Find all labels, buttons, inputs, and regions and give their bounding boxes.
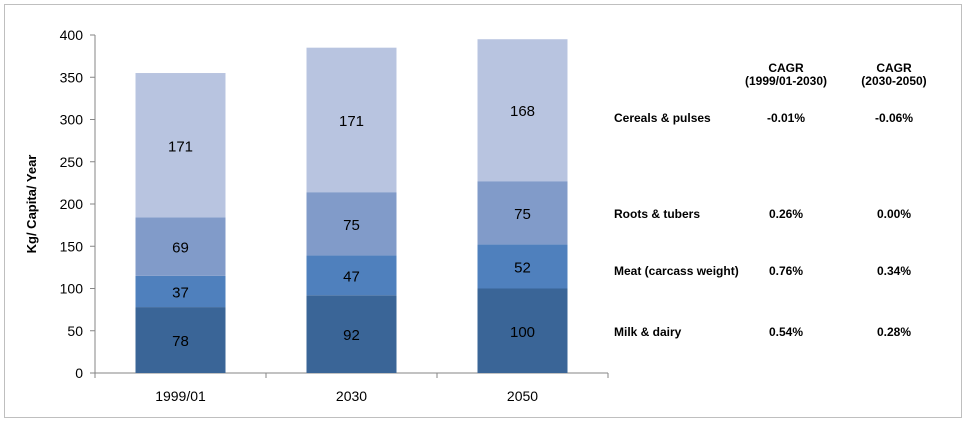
cagr-value-2: 0.28% [877, 325, 911, 339]
bar-value-label: 69 [172, 240, 189, 257]
cagr-header: (1999/01-2030) [745, 74, 827, 88]
y-tick-label: 300 [60, 112, 84, 128]
bar-value-label: 171 [339, 113, 364, 130]
y-tick-label: 200 [60, 196, 84, 212]
x-tick-label: 1999/01 [155, 388, 206, 404]
cagr-row-name: Cereals & pulses [614, 111, 711, 125]
bar-value-label: 171 [168, 138, 193, 155]
cagr-value-2: 0.34% [877, 264, 911, 278]
cagr-value-1: -0.01% [767, 111, 805, 125]
bar-value-label: 100 [510, 324, 535, 341]
bar-segment-meat-carcass-weight-1 [306, 255, 397, 296]
cagr-header: CAGR [876, 61, 912, 75]
cagr-header: (2030-2050) [861, 74, 926, 88]
cagr-row-name: Meat (carcass weight) [614, 264, 739, 278]
y-tick-label: 0 [75, 365, 83, 381]
bar-segment-milk-dairy-1 [306, 295, 397, 373]
bar-segment-cereals-pulses-2 [477, 39, 568, 182]
x-tick-label: 2030 [336, 388, 367, 404]
y-tick-label: 50 [67, 323, 83, 339]
x-tick-label: 2050 [507, 388, 538, 404]
cagr-value-1: 0.76% [769, 264, 803, 278]
y-tick-label: 100 [60, 281, 84, 297]
y-tick-label: 400 [60, 27, 84, 43]
bar-segment-milk-dairy-0 [135, 307, 226, 373]
bar-value-label: 37 [172, 284, 189, 301]
bar-segment-meat-carcass-weight-0 [135, 275, 226, 308]
bar-value-label: 78 [172, 333, 189, 350]
bar-value-label: 75 [514, 206, 531, 223]
bar-segment-milk-dairy-2 [477, 288, 568, 373]
bar-segment-cereals-pulses-0 [135, 73, 226, 218]
bar-value-label: 52 [514, 260, 531, 277]
bar-segment-roots-tubers-0 [135, 217, 226, 276]
bar-segment-roots-tubers-1 [306, 192, 397, 256]
bar-segment-meat-carcass-weight-2 [477, 244, 568, 289]
cagr-value-1: 0.54% [769, 325, 803, 339]
cagr-value-2: -0.06% [875, 111, 913, 125]
cagr-row-name: Milk & dairy [614, 325, 682, 339]
cagr-row-name: Roots & tubers [614, 207, 700, 221]
cagr-header: CAGR [768, 61, 804, 75]
bar-value-label: 75 [343, 217, 360, 234]
y-tick-label: 250 [60, 154, 84, 170]
bar-value-label: 47 [343, 268, 360, 285]
bar-value-label: 168 [510, 103, 535, 120]
y-tick-label: 350 [60, 69, 84, 85]
cagr-value-1: 0.26% [769, 207, 803, 221]
bar-segment-roots-tubers-2 [477, 181, 568, 245]
y-axis-title: Kg/ Capita/ Year [24, 155, 39, 254]
y-tick-label: 150 [60, 238, 84, 254]
bar-value-label: 92 [343, 327, 360, 344]
bar-segment-cereals-pulses-1 [306, 47, 397, 193]
cagr-value-2: 0.00% [877, 207, 911, 221]
